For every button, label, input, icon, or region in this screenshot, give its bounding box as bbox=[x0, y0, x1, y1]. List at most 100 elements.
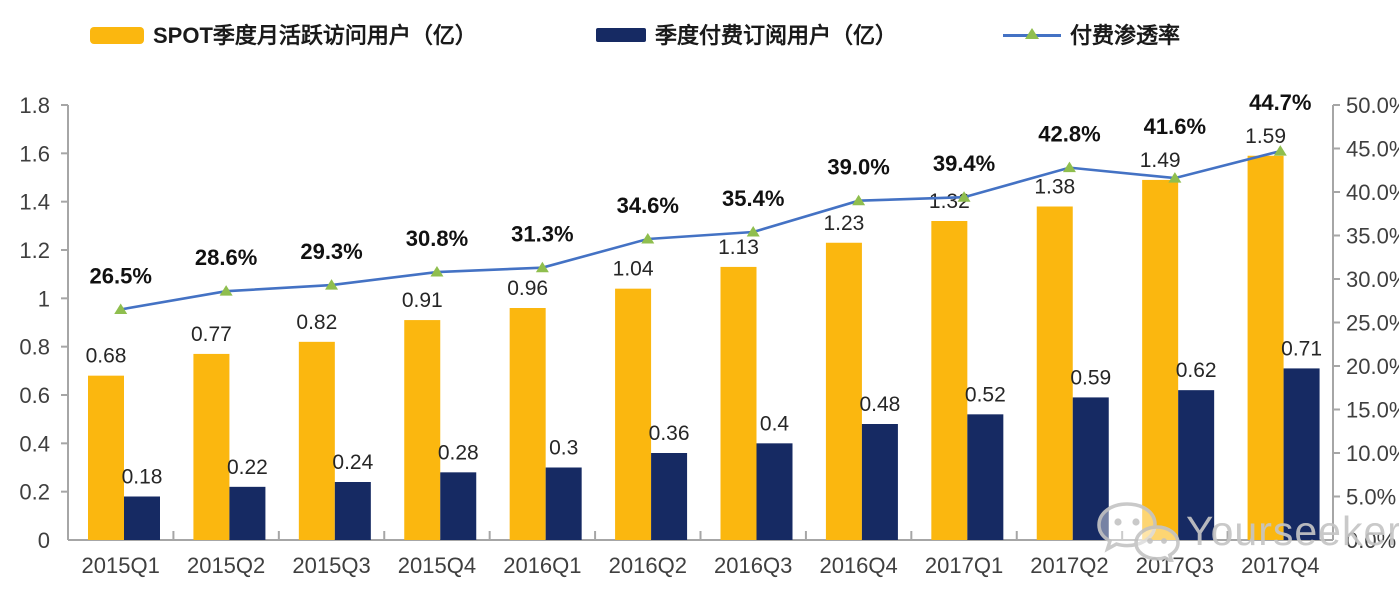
mau-bar-label: 0.91 bbox=[402, 289, 443, 312]
penetration-percent-label: 31.3% bbox=[511, 222, 573, 247]
subs-bar bbox=[967, 414, 1004, 540]
legend-label-subs: 季度付费订阅用户（亿） bbox=[655, 23, 898, 48]
subs-bar-label: 0.28 bbox=[438, 441, 479, 464]
subs-bar bbox=[545, 467, 582, 540]
penetration-marker-icon bbox=[430, 266, 444, 277]
mau-bar-label: 1.59 bbox=[1245, 125, 1286, 148]
left-axis-tick-label: 1.6 bbox=[19, 141, 50, 166]
subs-bar bbox=[861, 424, 898, 540]
mau-swatch-icon bbox=[90, 26, 144, 44]
subs-bar bbox=[756, 443, 793, 540]
legend-item-penetration: 付费渗透率 bbox=[1003, 18, 1180, 50]
mau-bar-label: 0.82 bbox=[296, 311, 337, 334]
right-axis-tick-label: 15.0% bbox=[1346, 398, 1399, 423]
subs-bar bbox=[1178, 390, 1215, 540]
penetration-marker-icon bbox=[219, 285, 233, 296]
subs-bar-label: 0.59 bbox=[1070, 366, 1111, 389]
right-axis-tick-label: 10.0% bbox=[1346, 441, 1399, 466]
penetration-marker-icon bbox=[535, 261, 549, 273]
penetration-marker-icon bbox=[746, 226, 760, 237]
right-axis-tick-label: 40.0% bbox=[1346, 180, 1399, 205]
right-axis-tick-label: 35.0% bbox=[1346, 224, 1399, 249]
mau-bar-label: 1.04 bbox=[613, 258, 654, 281]
subs-bar-label: 0.18 bbox=[122, 466, 163, 489]
penetration-marker-icon bbox=[1062, 161, 1076, 173]
mau-bar-label: 1.38 bbox=[1034, 176, 1075, 199]
penetration-percent-label: 42.8% bbox=[1038, 122, 1100, 147]
x-axis-category-label: 2016Q2 bbox=[609, 553, 687, 578]
x-axis-category-label: 2015Q3 bbox=[292, 553, 370, 578]
subs-bar-label: 0.48 bbox=[859, 393, 900, 416]
legend-label-mau: SPOT季度月活跃访问用户（亿） bbox=[153, 23, 477, 48]
subs-bar-label: 0.62 bbox=[1176, 359, 1217, 382]
penetration-marker-icon bbox=[1273, 145, 1287, 156]
penetration-percent-label: 39.4% bbox=[933, 151, 995, 176]
subs-bar-label: 0.52 bbox=[965, 383, 1006, 406]
penetration-marker-icon bbox=[114, 303, 128, 314]
left-axis-tick-label: 1.2 bbox=[19, 238, 50, 263]
left-axis-tick-label: 0.8 bbox=[19, 335, 50, 360]
right-axis-tick-label: 0.0% bbox=[1346, 528, 1396, 553]
mau-bar-label: 0.77 bbox=[191, 323, 232, 346]
mau-bar bbox=[88, 375, 124, 540]
penetration-percent-label: 41.6% bbox=[1144, 114, 1206, 139]
mau-bar bbox=[404, 320, 441, 540]
mau-bar-label: 1.23 bbox=[823, 212, 864, 235]
subs-bar bbox=[229, 486, 266, 540]
subs-bar bbox=[1072, 397, 1109, 540]
subs-bar-label: 0.3 bbox=[549, 437, 578, 460]
mau-bar bbox=[1142, 179, 1179, 540]
subs-bar bbox=[334, 482, 371, 540]
penetration-marker-icon bbox=[957, 191, 971, 202]
penetration-percent-label: 28.6% bbox=[195, 245, 257, 270]
left-axis-tick-label: 0.4 bbox=[19, 431, 50, 456]
mau-bar-label: 1.49 bbox=[1140, 149, 1181, 172]
penetration-percent-label: 29.3% bbox=[300, 239, 362, 264]
left-axis-tick-label: 0.2 bbox=[19, 480, 50, 505]
penetration-percent-label: 35.4% bbox=[722, 186, 784, 211]
mau-bar-label: 0.96 bbox=[507, 277, 548, 300]
subs-bar-label: 0.24 bbox=[332, 451, 373, 474]
right-axis-tick-label: 45.0% bbox=[1346, 137, 1399, 162]
right-axis-tick-label: 25.0% bbox=[1346, 311, 1399, 336]
subs-bar-label: 0.22 bbox=[227, 456, 268, 479]
mau-bar bbox=[825, 242, 862, 540]
mau-bar bbox=[298, 341, 335, 540]
penetration-percent-label: 44.7% bbox=[1249, 90, 1311, 115]
penetration-marker-icon bbox=[641, 232, 655, 244]
x-axis-category-label: 2015Q1 bbox=[82, 553, 160, 578]
subs-bar bbox=[440, 472, 477, 540]
penetration-marker-icon bbox=[325, 279, 339, 290]
mau-bar-label: 1.13 bbox=[718, 236, 759, 259]
mau-bar bbox=[193, 353, 230, 540]
right-axis-tick-label: 20.0% bbox=[1346, 354, 1399, 379]
subs-bar bbox=[124, 496, 160, 540]
subs-bar-label: 0.71 bbox=[1281, 337, 1322, 360]
right-axis-tick-label: 30.0% bbox=[1346, 267, 1399, 292]
mau-bar bbox=[615, 288, 652, 540]
legend-label-penetration: 付费渗透率 bbox=[1070, 23, 1181, 48]
left-axis-tick-label: 1.4 bbox=[19, 190, 50, 215]
subs-swatch-icon bbox=[596, 28, 646, 42]
x-axis-category-label: 2017Q4 bbox=[1241, 553, 1319, 578]
subs-bar bbox=[651, 453, 688, 540]
left-axis-tick-label: 1.8 bbox=[19, 93, 50, 118]
subs-bar bbox=[1283, 368, 1320, 540]
subs-bar-label: 0.36 bbox=[649, 422, 690, 445]
left-axis-tick-label: 1 bbox=[38, 286, 50, 311]
legend-item-mau: SPOT季度月活跃访问用户（亿） bbox=[90, 18, 477, 50]
penetration-marker-icon bbox=[852, 194, 866, 206]
left-axis-tick-label: 0 bbox=[38, 528, 50, 553]
mau-bar bbox=[1036, 206, 1073, 540]
legend-item-subs: 季度付费订阅用户（亿） bbox=[596, 18, 897, 50]
left-axis-tick-label: 0.6 bbox=[19, 383, 50, 408]
subs-bar-label: 0.4 bbox=[760, 412, 790, 435]
x-axis-category-label: 2017Q2 bbox=[1030, 553, 1108, 578]
x-axis-category-label: 2015Q2 bbox=[187, 553, 265, 578]
mau-bar bbox=[720, 266, 757, 540]
x-axis-category-label: 2016Q4 bbox=[819, 553, 897, 578]
mau-bar bbox=[509, 308, 546, 540]
x-axis-category-label: 2016Q1 bbox=[503, 553, 581, 578]
x-axis-category-label: 2016Q3 bbox=[714, 553, 792, 578]
